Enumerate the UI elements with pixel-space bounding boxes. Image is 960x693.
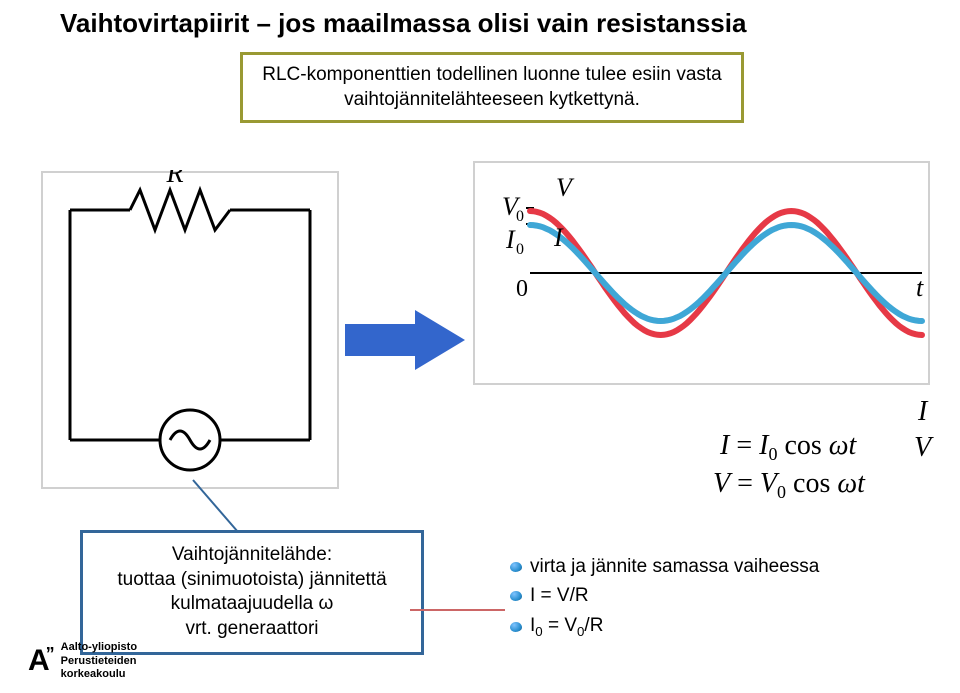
- svg-text:V: V: [556, 173, 575, 202]
- svg-text:V: V: [914, 432, 934, 463]
- bullet-icon: [510, 562, 522, 572]
- logo-line: Aalto-yliopisto: [61, 641, 137, 654]
- logo-mark: A”: [28, 644, 51, 678]
- callout-line: vrt. generaattori: [97, 617, 407, 642]
- resistor-label: R: [165, 170, 183, 189]
- svg-text:0: 0: [516, 241, 524, 258]
- bullet-icon: [510, 591, 522, 601]
- sine-graph: V 0 I 0 0 V I t I V I = I0 cos ωt V = V0…: [472, 160, 942, 540]
- info-box: RLC-komponenttien todellinen luonne tule…: [240, 52, 744, 123]
- bullet-text: I0 = V0/R: [530, 611, 603, 642]
- list-item: I = V/R: [510, 581, 819, 610]
- logo: A” Aalto-yliopisto Perustieteiden korkea…: [28, 641, 137, 681]
- bullet-text: I = V/R: [530, 581, 589, 610]
- callout-line: Vaihtojännitelähde:: [97, 543, 407, 568]
- logo-line: Perustieteiden: [61, 655, 137, 668]
- bullet-text: virta ja jännite samassa vaiheessa: [530, 552, 819, 581]
- circuit-diagram: R: [40, 170, 340, 490]
- svg-text:0: 0: [516, 208, 524, 225]
- svg-text:I: I: [917, 396, 929, 427]
- bullet-list: virta ja jännite samassa vaiheessa I = V…: [510, 552, 819, 642]
- callout-box: Vaihtojännitelähde: tuottaa (sinimuotois…: [80, 530, 424, 655]
- svg-text:t: t: [916, 273, 924, 302]
- svg-text:I = I0 cos ωt: I = I0 cos ωt: [719, 430, 858, 464]
- bullet-icon: [510, 622, 522, 632]
- svg-text:0: 0: [516, 276, 528, 302]
- bullet-leader: [410, 605, 510, 615]
- list-item: I0 = V0/R: [510, 611, 819, 642]
- logo-line: korkeakoulu: [61, 668, 137, 681]
- arrow-icon: [345, 310, 465, 370]
- svg-text:I: I: [553, 223, 564, 252]
- svg-text:V = V0 cos ωt: V = V0 cos ωt: [713, 468, 866, 502]
- callout-line: tuottaa (sinimuotoista) jännitettä: [97, 568, 407, 593]
- page-title: Vaihtovirtapiirit – jos maailmassa olisi…: [60, 8, 746, 39]
- svg-text:I: I: [505, 225, 516, 254]
- list-item: virta ja jännite samassa vaiheessa: [510, 552, 819, 581]
- callout-line: kulmataajuudella ω: [97, 592, 407, 617]
